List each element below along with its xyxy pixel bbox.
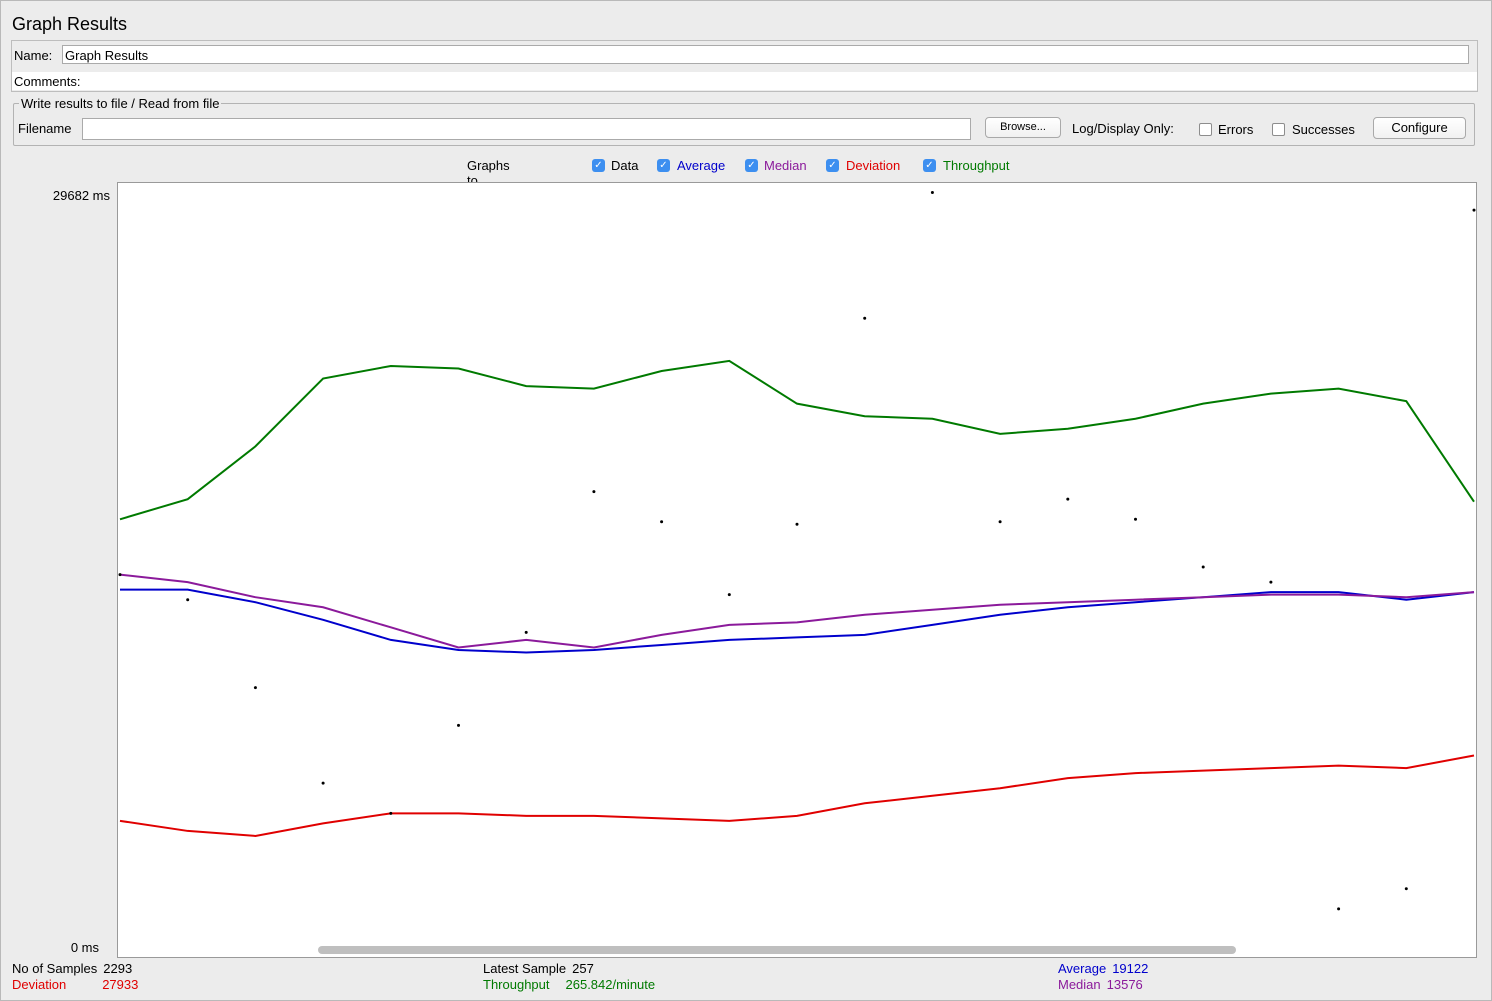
- average-series-line: [120, 588, 1475, 654]
- median-stat: Median 13576: [1058, 977, 1143, 992]
- comments-label: Comments:: [14, 74, 81, 89]
- throughput-toggle-label: Throughput: [943, 158, 1010, 173]
- data-point: [389, 811, 393, 815]
- successes-label: Successes: [1292, 122, 1355, 137]
- data-point: [998, 520, 1002, 524]
- latest-sample-label: Latest Sample: [483, 961, 567, 976]
- deviation-series-line: [119, 754, 1475, 837]
- data-point: [253, 686, 257, 690]
- throughput-checkbox[interactable]: ✓: [923, 159, 936, 172]
- y-axis-min-label: 0 ms: [70, 940, 99, 955]
- data-checkbox[interactable]: ✓: [592, 159, 605, 172]
- throughput-stat-value: 265.842/minute: [565, 977, 656, 992]
- browse-button[interactable]: Browse...: [985, 117, 1061, 138]
- data-point: [863, 316, 867, 320]
- filename-label: Filename: [18, 121, 72, 136]
- deviation-stat: Deviation 27933: [12, 977, 138, 992]
- data-point: [592, 490, 596, 494]
- successes-checkbox[interactable]: [1272, 123, 1285, 136]
- horizontal-scrollbar[interactable]: [318, 946, 1236, 954]
- data-point: [660, 520, 664, 524]
- median-series-line: [119, 573, 1475, 649]
- data-point: [321, 781, 325, 785]
- data-point: [1404, 887, 1408, 891]
- log-display-only-label: Log/Display Only:: [1072, 121, 1174, 136]
- data-point: [1066, 497, 1070, 501]
- throughput-stat: Throughput 265.842/minute: [483, 977, 655, 992]
- data-point: [1134, 517, 1137, 521]
- graph-canvas: [118, 191, 1476, 911]
- median-stat-label: Median: [1058, 977, 1101, 992]
- deviation-stat-label: Deviation: [12, 977, 67, 992]
- samples-stat: No of Samples 2293: [12, 961, 132, 976]
- filename-input[interactable]: [82, 118, 971, 140]
- samples-label: No of Samples: [12, 961, 98, 976]
- file-section-legend: Write results to file / Read from file: [19, 96, 222, 111]
- configure-button[interactable]: Configure: [1373, 117, 1466, 139]
- throughput-stat-label: Throughput: [483, 977, 550, 992]
- file-section: Write results to file / Read from file F…: [13, 96, 1475, 146]
- average-checkbox[interactable]: ✓: [657, 159, 670, 172]
- data-point: [457, 723, 460, 727]
- data-toggle-label: Data: [611, 158, 639, 173]
- errors-checkbox[interactable]: [1199, 123, 1212, 136]
- throughput-series-line: [119, 359, 1475, 521]
- average-stat-label: Average: [1058, 961, 1107, 976]
- latest-sample-stat: Latest Sample 257: [483, 961, 594, 976]
- data-point: [118, 573, 122, 577]
- panel-title: Graph Results: [12, 14, 128, 34]
- name-label: Name:: [14, 48, 53, 63]
- data-point: [1472, 208, 1476, 212]
- deviation-stat-value: 27933: [102, 977, 139, 992]
- name-input[interactable]: Graph Results: [62, 45, 1469, 64]
- deviation-checkbox[interactable]: ✓: [826, 159, 839, 172]
- samples-value: 2293: [103, 961, 133, 976]
- average-toggle-label: Average: [677, 158, 726, 173]
- data-point: [1269, 580, 1273, 584]
- data-point: [1337, 907, 1341, 911]
- comments-field[interactable]: Comments:: [12, 72, 1477, 90]
- latest-sample-value: 257: [572, 961, 594, 976]
- median-checkbox[interactable]: ✓: [745, 159, 758, 172]
- data-point: [727, 593, 731, 597]
- deviation-toggle-label: Deviation: [846, 158, 901, 173]
- data-point: [186, 598, 190, 602]
- data-point: [930, 191, 934, 195]
- y-axis-max-label: 29682 ms: [52, 188, 110, 203]
- name-comments-panel: Name: Graph Results Comments:: [11, 40, 1478, 92]
- errors-label: Errors: [1218, 122, 1254, 137]
- average-stat-value: 19122: [1112, 961, 1149, 976]
- data-point: [795, 522, 799, 526]
- average-stat: Average 19122: [1058, 961, 1148, 976]
- median-stat-value: 13576: [1106, 977, 1143, 992]
- median-toggle-label: Median: [764, 158, 807, 173]
- data-point: [1201, 565, 1205, 569]
- data-point: [524, 630, 528, 634]
- graph-plot-area: [117, 182, 1477, 958]
